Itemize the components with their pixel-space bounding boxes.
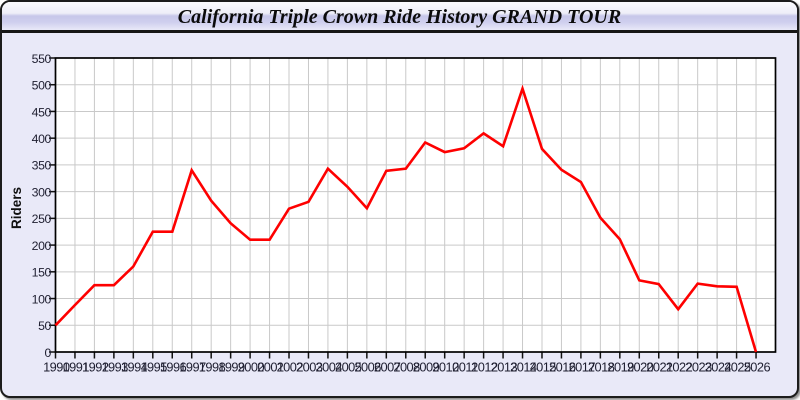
svg-text:2004: 2004 [315, 360, 342, 375]
svg-text:2023: 2023 [685, 360, 712, 375]
svg-text:2024: 2024 [705, 360, 732, 375]
svg-text:2017: 2017 [568, 360, 595, 375]
svg-text:2019: 2019 [607, 360, 634, 375]
svg-text:1996: 1996 [160, 360, 187, 375]
svg-text:2018: 2018 [588, 360, 615, 375]
svg-text:2022: 2022 [666, 360, 693, 375]
svg-text:1994: 1994 [121, 360, 148, 375]
svg-text:2020: 2020 [627, 360, 654, 375]
svg-text:400: 400 [32, 132, 52, 146]
svg-text:150: 150 [32, 266, 52, 280]
svg-text:2012: 2012 [471, 360, 498, 375]
svg-text:350: 350 [32, 159, 52, 173]
svg-text:2014: 2014 [510, 360, 537, 375]
svg-text:2006: 2006 [354, 360, 381, 375]
svg-text:2025: 2025 [724, 360, 751, 375]
svg-text:450: 450 [32, 105, 52, 119]
svg-text:300: 300 [32, 185, 52, 199]
svg-text:1992: 1992 [82, 360, 109, 375]
svg-text:2003: 2003 [296, 360, 323, 375]
svg-text:100: 100 [32, 292, 52, 306]
svg-text:2021: 2021 [646, 360, 673, 375]
svg-text:1991: 1991 [63, 360, 90, 375]
svg-text:2008: 2008 [393, 360, 420, 375]
svg-text:2013: 2013 [491, 360, 518, 375]
svg-text:2010: 2010 [432, 360, 459, 375]
svg-text:0: 0 [45, 346, 52, 360]
svg-text:2000: 2000 [238, 360, 265, 375]
svg-text:2009: 2009 [413, 360, 440, 375]
svg-text:2001: 2001 [257, 360, 284, 375]
svg-text:2016: 2016 [549, 360, 576, 375]
svg-text:50: 50 [38, 319, 51, 333]
svg-text:1997: 1997 [179, 360, 206, 375]
svg-text:200: 200 [32, 239, 52, 253]
svg-text:2007: 2007 [374, 360, 401, 375]
svg-text:1990: 1990 [43, 360, 70, 375]
svg-text:2015: 2015 [530, 360, 557, 375]
svg-text:2026: 2026 [744, 360, 771, 375]
svg-text:250: 250 [32, 212, 52, 226]
svg-text:Riders: Riders [9, 187, 24, 229]
svg-text:2002: 2002 [277, 360, 304, 375]
svg-text:2011: 2011 [452, 360, 478, 375]
svg-text:1995: 1995 [140, 360, 167, 375]
svg-text:1993: 1993 [101, 360, 128, 375]
svg-text:500: 500 [32, 79, 52, 93]
svg-text:1998: 1998 [199, 360, 226, 375]
svg-text:2005: 2005 [335, 360, 362, 375]
svg-text:550: 550 [32, 52, 52, 66]
svg-text:1999: 1999 [218, 360, 245, 375]
